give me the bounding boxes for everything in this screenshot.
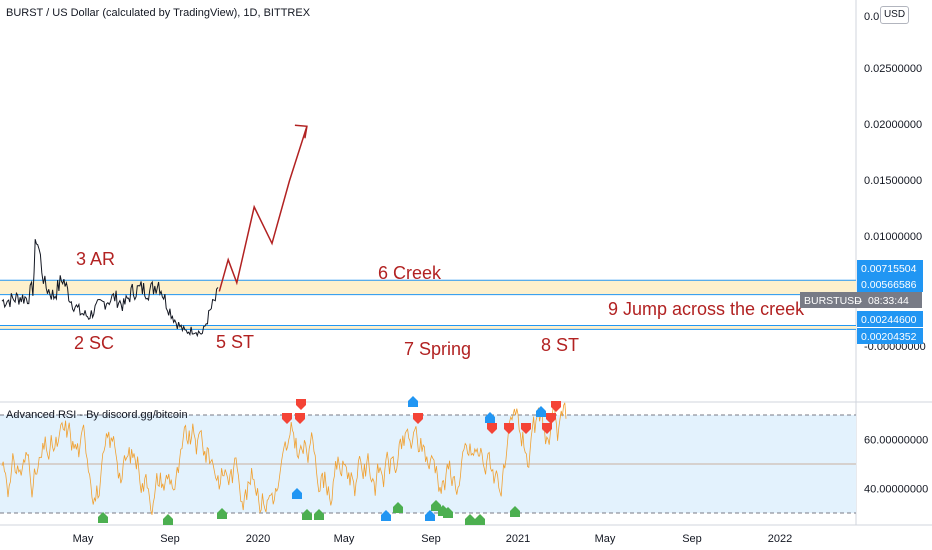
time-axis-label: Sep — [160, 533, 180, 545]
rsi-tick-label: 60.00000000 — [864, 435, 928, 447]
projection-line — [218, 126, 308, 292]
price-tick-label: 0.02000000 — [864, 119, 922, 131]
rsi-sell-marker — [542, 423, 552, 434]
rsi-info-marker — [408, 396, 418, 407]
rsi-title: Advanced RSI - By discord.gg/bitcoin — [6, 409, 188, 421]
time-axis-label: Sep — [682, 533, 702, 545]
rsi-info-marker — [425, 510, 435, 521]
rsi-buy-marker — [465, 514, 475, 525]
level-price-label: 0.00204352 — [861, 331, 917, 343]
level-price-tag — [857, 276, 923, 292]
price-tick-label: 0.01000000 — [864, 231, 922, 243]
wyckoff-annotation: 2 SC — [74, 333, 114, 353]
time-axis-label: 2021 — [506, 533, 530, 545]
price-series-line — [1, 239, 219, 338]
price-tick-label: 0.02500000 — [864, 63, 922, 75]
upper-zone — [0, 280, 856, 295]
rsi-info-marker — [536, 406, 546, 417]
rsi-info-marker — [381, 510, 391, 521]
rsi-buy-marker — [475, 514, 485, 525]
level-price-tag — [857, 260, 923, 276]
rsi-buy-marker — [302, 509, 312, 520]
symbol-tag — [800, 292, 922, 308]
rsi-info-marker — [485, 412, 495, 423]
wyckoff-annotation: 9 Jump across the creek — [608, 299, 805, 319]
currency-button[interactable]: USD — [880, 6, 909, 24]
rsi-buy-marker — [510, 506, 520, 517]
rsi-sell-marker — [487, 423, 497, 434]
rsi-sell-marker — [413, 413, 423, 424]
rsi-sell-marker — [546, 413, 556, 424]
rsi-buy-marker — [98, 512, 108, 523]
wyckoff-annotation: 5 ST — [216, 332, 254, 352]
level-price-tag — [857, 328, 923, 344]
level-price-label: 0.00244600 — [861, 314, 917, 326]
rsi-sell-marker — [551, 401, 561, 412]
time-axis-label: May — [73, 533, 94, 545]
chart-title: BURST / US Dollar (calculated by Trading… — [6, 7, 311, 19]
projection-arrowhead — [294, 124, 308, 139]
rsi-sell-marker — [282, 413, 292, 424]
rsi-buy-marker — [393, 502, 403, 513]
price-tick-label: 0.01500000 — [864, 175, 922, 187]
time-axis-label: 2020 — [246, 533, 270, 545]
symbol-tag-time: 08:33:44 — [868, 295, 909, 307]
rsi-info-marker — [292, 488, 302, 499]
rsi-sell-marker — [521, 423, 531, 434]
rsi-buy-marker — [217, 508, 227, 519]
time-axis-label: May — [334, 533, 355, 545]
lower-zone — [0, 325, 856, 330]
time-axis-label: May — [595, 533, 616, 545]
wyckoff-annotation: 3 AR — [76, 249, 115, 269]
rsi-buy-marker — [163, 514, 173, 525]
rsi-buy-marker — [443, 507, 453, 518]
rsi-line — [1, 402, 567, 515]
price-tick-label: 0.0 — [864, 11, 879, 23]
level-price-label: 0.00566586 — [861, 279, 917, 291]
wyckoff-annotation: 6 Creek — [378, 263, 442, 283]
time-axis-label: Sep — [421, 533, 441, 545]
rsi-buy-marker — [314, 509, 324, 520]
rsi-sell-marker — [295, 413, 305, 424]
level-price-tag — [857, 311, 923, 327]
rsi-sell-marker — [296, 399, 306, 410]
wyckoff-annotation: 8 ST — [541, 335, 579, 355]
time-axis-label: 2022 — [768, 533, 792, 545]
rsi-tick-label: 40.00000000 — [864, 484, 928, 496]
level-price-label: 0.00715504 — [861, 263, 917, 275]
symbol-tag-separator: – — [856, 295, 862, 307]
symbol-tag-label: BURSTUSD — [804, 295, 862, 307]
rsi-buy-marker — [431, 500, 441, 511]
rsi-sell-marker — [504, 423, 514, 434]
wyckoff-annotation: 7 Spring — [404, 339, 471, 359]
